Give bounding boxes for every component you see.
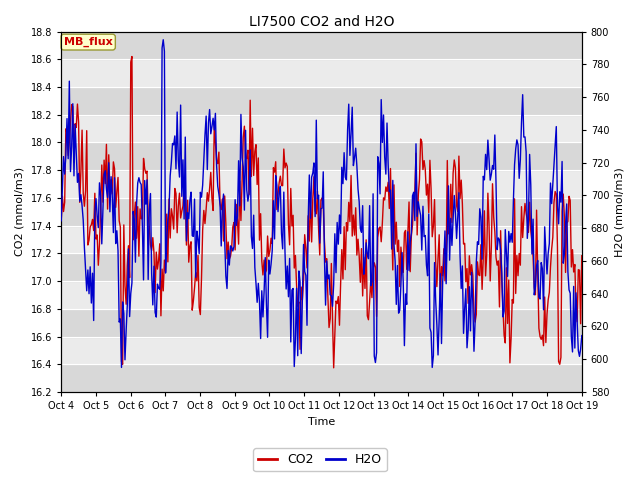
Bar [61, 115, 582, 143]
Bar [61, 32, 582, 60]
Y-axis label: CO2 (mmol/m3): CO2 (mmol/m3) [15, 167, 25, 256]
Bar [61, 336, 582, 364]
Bar [61, 170, 582, 198]
Bar [61, 253, 582, 281]
Bar [61, 309, 582, 336]
Bar [61, 281, 582, 309]
Bar [61, 198, 582, 226]
Bar [61, 364, 582, 392]
Text: MB_flux: MB_flux [64, 37, 113, 47]
Legend: CO2, H2O: CO2, H2O [253, 448, 387, 471]
Title: LI7500 CO2 and H2O: LI7500 CO2 and H2O [249, 15, 394, 29]
Bar [61, 143, 582, 170]
X-axis label: Time: Time [308, 417, 335, 427]
Bar [61, 87, 582, 115]
Bar [61, 226, 582, 253]
Bar [61, 60, 582, 87]
Y-axis label: H2O (mmol/m3): H2O (mmol/m3) [615, 167, 625, 257]
